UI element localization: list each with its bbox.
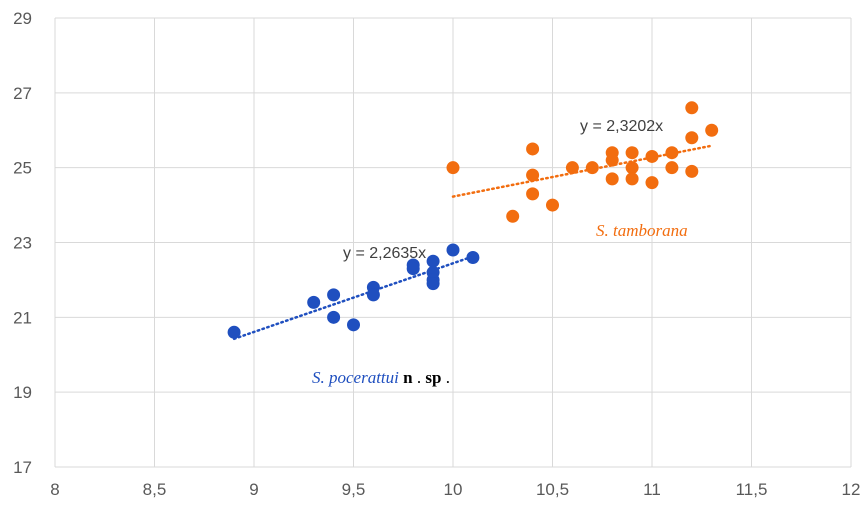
data-point: [327, 288, 341, 302]
data-point: [426, 254, 440, 268]
data-point: [645, 149, 659, 163]
y-tick-label: 17: [13, 458, 32, 477]
data-point: [625, 172, 639, 186]
data-point: [625, 161, 639, 175]
y-tick-label: 19: [13, 383, 32, 402]
data-point: [366, 288, 380, 302]
data-point: [446, 243, 460, 257]
grid-lines: [54, 17, 852, 468]
series-label-pocerattui-dot2: .: [446, 368, 450, 387]
data-points: [227, 101, 719, 339]
data-point: [526, 187, 540, 201]
y-tick-label: 23: [13, 234, 32, 253]
x-tick-label: 10: [444, 480, 463, 499]
data-point: [605, 172, 619, 186]
y-tick-label: 21: [13, 308, 32, 327]
data-point: [685, 164, 699, 178]
data-point: [625, 146, 639, 160]
data-point: [307, 295, 321, 309]
series-label-pocerattui-sp: sp: [425, 368, 441, 387]
trendline-label-tamborana: y = 2,3202x: [580, 118, 663, 135]
data-point: [526, 168, 540, 182]
x-tick-label: 8: [50, 480, 59, 499]
data-point: [406, 262, 420, 276]
x-tick-label: 8,5: [143, 480, 167, 499]
series-label-pocerattui: S. pocerattui n . sp .: [312, 368, 450, 387]
y-tick-label: 25: [13, 159, 32, 178]
data-point: [466, 250, 480, 264]
data-point: [526, 142, 540, 156]
x-tick-label: 11: [643, 480, 661, 499]
data-point: [585, 161, 599, 175]
data-point: [565, 161, 579, 175]
x-tick-label: 9,5: [342, 480, 366, 499]
x-tick-label: 11,5: [736, 480, 768, 499]
data-point: [665, 146, 679, 160]
data-point: [665, 161, 679, 175]
tick-labels: 8 8,5 9 9,5 10 10,5 11 11,5 12 17 19 21 23 25 27 29: [13, 9, 860, 499]
series-label-tamborana: S. tamborana: [596, 221, 688, 240]
y-tick-label: 29: [13, 9, 32, 28]
x-tick-label: 9: [249, 480, 258, 499]
x-tick-label: 12: [842, 480, 861, 499]
data-point: [347, 318, 360, 332]
data-point: [645, 176, 659, 190]
data-point: [227, 325, 241, 339]
trendline-label-pocerattui: y = 2,2635x: [343, 245, 426, 262]
data-point: [605, 153, 619, 167]
data-point: [685, 131, 699, 145]
data-point: [546, 198, 559, 212]
data-point: [705, 123, 719, 137]
data-point: [446, 161, 460, 175]
data-point: [685, 101, 699, 115]
data-point: [426, 277, 440, 291]
data-point: [506, 209, 520, 223]
y-tick-label: 27: [13, 84, 32, 103]
x-tick-label: 10,5: [536, 480, 569, 499]
data-point: [327, 310, 341, 324]
series-label-pocerattui-n: n: [403, 368, 413, 387]
series-label-pocerattui-dot1: .: [417, 368, 426, 387]
series-label-pocerattui-name: S. pocerattui: [312, 368, 399, 387]
